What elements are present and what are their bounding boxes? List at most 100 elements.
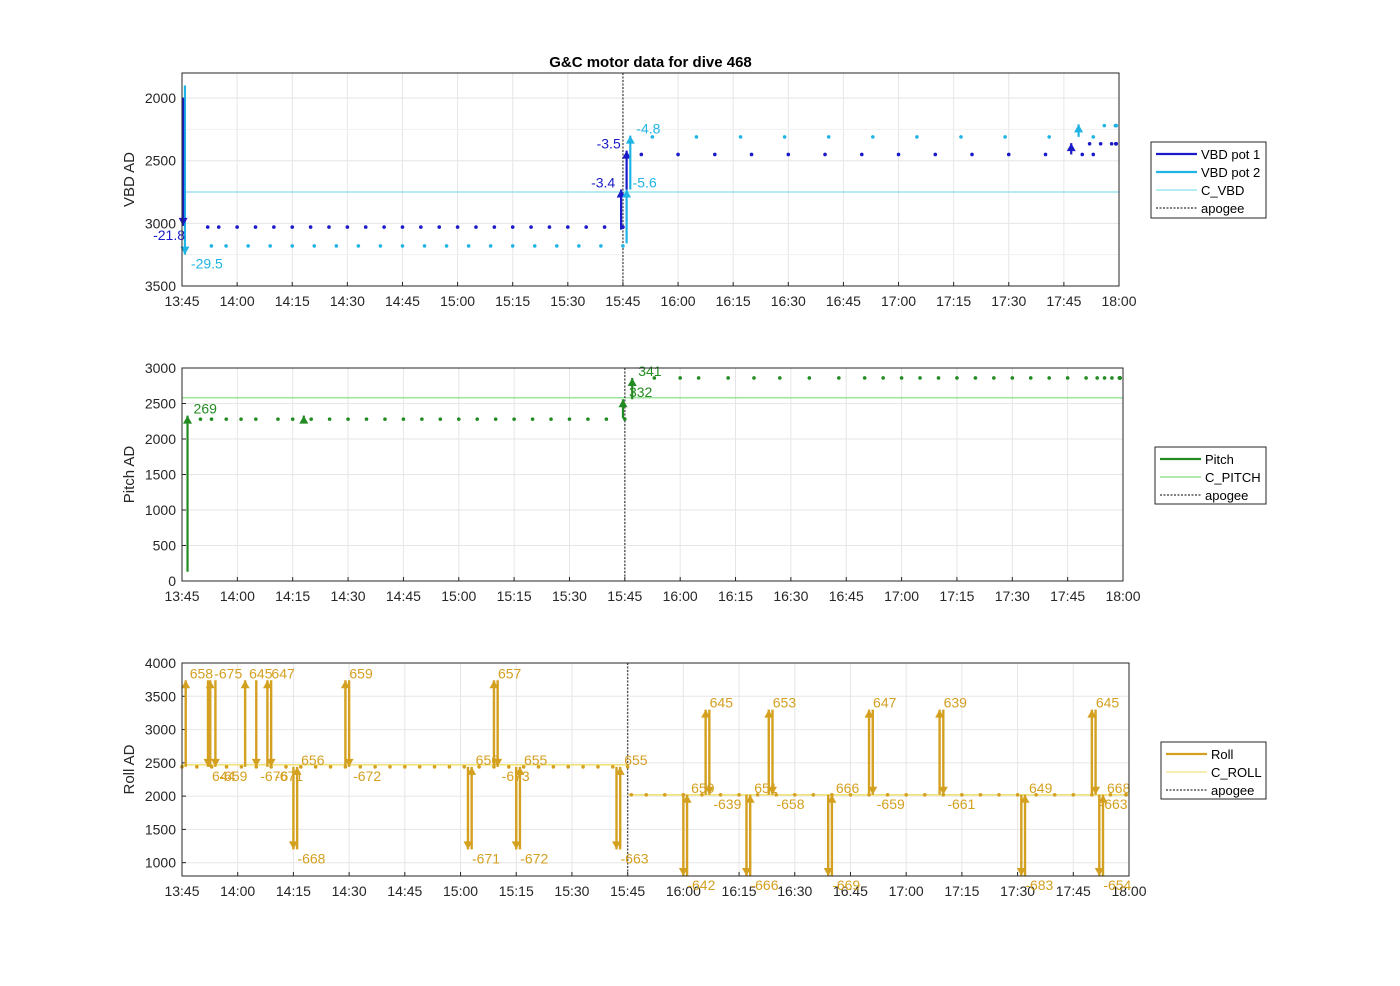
x-tick-label: 17:30: [1000, 883, 1035, 899]
data-point: [629, 792, 634, 797]
data-point: [662, 792, 667, 797]
data-point: [782, 135, 787, 139]
x-tick-label: 14:45: [385, 293, 420, 309]
roll-arrow-label: 645: [710, 695, 734, 711]
data-point: [299, 765, 303, 769]
x-tick-label: 15:15: [499, 883, 534, 899]
data-point: [195, 765, 199, 769]
roll-arrow-head: [266, 758, 276, 767]
pitch-arrow-head: [627, 377, 637, 386]
data-point: [596, 765, 600, 769]
roll-arrow-label: -668: [297, 850, 325, 866]
data-point: [1114, 123, 1118, 128]
data-point: [313, 765, 318, 769]
panel-1: 13:45 14:00 14:15 14:30 14:45 15:00 15:15 15:30…: [121, 72, 1267, 309]
roll-arrow-label: -659: [877, 796, 905, 812]
vbd-arrow-head: [178, 217, 188, 226]
x-tick-label: 16:00: [666, 883, 701, 899]
data-point: [455, 225, 460, 229]
vbd-arrow-head: [1066, 143, 1076, 152]
vbd-arrow-head: [625, 135, 635, 144]
data-point: [401, 417, 406, 421]
pitch-arrow-label: 332: [629, 384, 653, 400]
data-point: [328, 765, 333, 769]
roll-arrow-label: -663: [621, 850, 649, 866]
data-point: [378, 244, 383, 248]
data-point: [198, 417, 203, 421]
data-point: [358, 765, 363, 769]
data-point: [475, 417, 480, 421]
roll-arrow-head: [1094, 868, 1104, 876]
data-point: [438, 417, 443, 421]
data-point: [383, 417, 387, 421]
roll-arrow-head: [240, 680, 250, 689]
data-point: [862, 376, 867, 380]
data-point: [521, 765, 526, 769]
roll-arrow-label: -654: [1103, 877, 1131, 893]
roll-arrow-head: [745, 794, 755, 803]
roll-arrow-label: 655: [624, 752, 648, 768]
legend-label: apogee: [1211, 783, 1254, 798]
x-tick-label: 16:45: [829, 588, 864, 604]
data-point: [678, 376, 682, 380]
data-point: [676, 152, 680, 157]
data-point: [1084, 376, 1088, 380]
data-point: [650, 135, 655, 139]
data-point: [346, 417, 350, 421]
data-point: [918, 376, 922, 380]
roll-arrow-head: [340, 680, 350, 689]
vbd-arrow-label: -3.4: [591, 175, 615, 191]
roll-arrow-head: [823, 868, 833, 876]
data-point: [1047, 135, 1051, 139]
x-tick-label: 14:00: [220, 883, 255, 899]
roll-arrow-head: [678, 868, 688, 876]
roll-arrow-label: 656: [301, 752, 325, 768]
y-tick-label: 3500: [145, 688, 176, 704]
data-point: [327, 417, 332, 421]
data-point: [549, 417, 553, 421]
data-point: [639, 152, 644, 157]
data-point: [477, 765, 481, 769]
x-tick-label: 15:30: [552, 588, 587, 604]
roll-arrow-head: [764, 709, 774, 718]
x-tick-label: 16:15: [716, 293, 751, 309]
roll-arrow-label: -672: [353, 768, 381, 784]
x-tick-label: 16:30: [777, 883, 812, 899]
data-point: [290, 244, 295, 248]
data-point: [345, 225, 350, 229]
data-point: [823, 152, 827, 157]
data-point: [602, 225, 607, 229]
data-point: [363, 225, 368, 229]
roll-arrow-head: [511, 841, 521, 850]
data-point: [312, 244, 317, 248]
data-point: [437, 225, 442, 229]
roll-arrow-head: [827, 794, 837, 803]
x-tick-label: 17:00: [884, 588, 919, 604]
roll-arrow-head: [1016, 868, 1026, 876]
y-tick-label: 0: [168, 573, 176, 589]
data-point: [444, 244, 449, 248]
data-point: [422, 244, 427, 248]
x-tick-label: 15:00: [441, 588, 476, 604]
roll-arrow-label: 639: [944, 695, 968, 711]
data-point: [1108, 792, 1113, 797]
x-tick-label: 13:45: [164, 883, 199, 899]
data-point: [896, 152, 901, 157]
data-point: [308, 225, 313, 229]
roll-arrow-head: [181, 680, 191, 689]
roll-arrow-label: 658: [190, 665, 214, 681]
data-point: [1052, 792, 1057, 797]
roll-arrow-label: -671: [472, 850, 500, 866]
pitch-arrow-label: 341: [638, 363, 662, 379]
axes-frame: [181, 72, 1120, 287]
data-point: [417, 765, 422, 769]
legend-label: VBD pot 2: [1201, 165, 1260, 180]
roll-arrow-head: [701, 709, 711, 718]
data-point: [1028, 376, 1033, 380]
data-point: [786, 152, 791, 157]
data-point: [997, 792, 1001, 797]
roll-arrow-head: [344, 758, 354, 767]
data-point: [462, 765, 467, 769]
y-tick-label: 3000: [145, 215, 176, 231]
roll-arrow-label: -642: [687, 877, 715, 893]
